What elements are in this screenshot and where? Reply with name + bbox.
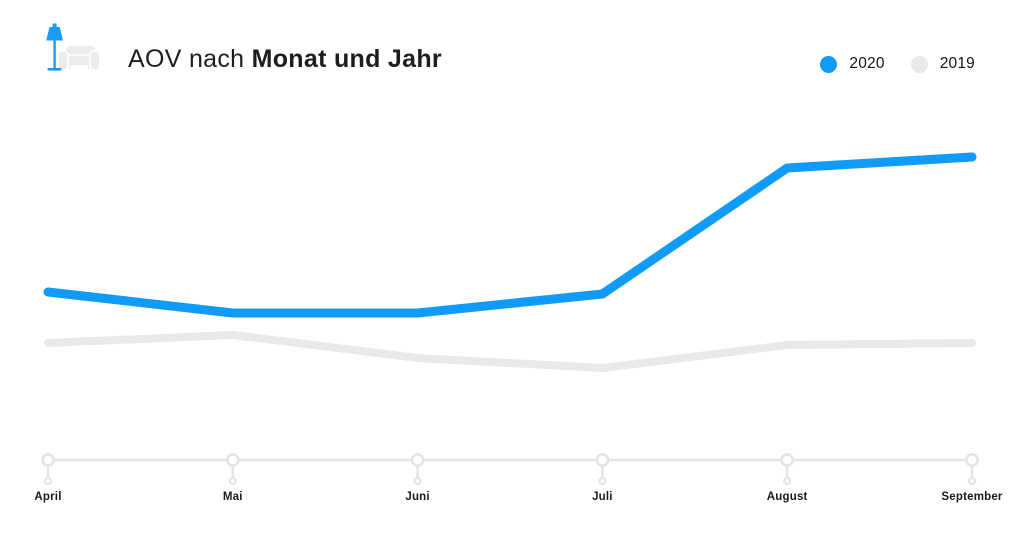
legend-item-2020[interactable]: 2020 [820, 55, 885, 73]
x-tick-small-ring-icon [228, 476, 237, 486]
x-tick-small-ring-icon [598, 476, 607, 486]
x-tick-ring-icon [410, 453, 425, 467]
legend-label-2019: 2019 [939, 55, 975, 72]
legend-label-2020: 2020 [849, 55, 885, 72]
x-tick-ring-icon [225, 453, 240, 467]
x-tick-label: September [941, 491, 1003, 503]
page-title-bold: Monat und Jahr [251, 45, 442, 73]
sofa-icon [57, 44, 101, 71]
series-line-2019 [44, 331, 976, 372]
x-tick-small-ring-icon [43, 476, 53, 486]
x-tick-ring-icon [41, 453, 55, 467]
legend-dot-2020-icon [820, 55, 838, 73]
page-title-regular: AOV nach [128, 45, 245, 73]
legend-dot-2019-icon [910, 55, 928, 73]
x-tick-label: Mai [223, 491, 243, 503]
lamp-icon [46, 23, 63, 71]
x-tick-label: August [767, 491, 808, 503]
company-logo [46, 23, 101, 71]
x-tick-label: April [34, 491, 61, 503]
x-tick-ring-icon [965, 453, 979, 467]
x-tick-label: Juli [592, 491, 613, 503]
x-tick-ring-icon [780, 453, 795, 467]
x-tick-small-ring-icon [413, 476, 422, 486]
page-title: AOV nach Monat und Jahr [128, 45, 442, 74]
legend-item-2019[interactable]: 2019 [910, 55, 975, 73]
x-tick-label: Juni [405, 491, 429, 503]
x-tick-small-ring-icon [967, 476, 977, 486]
x-tick-small-ring-icon [783, 476, 792, 486]
chart-legend: 2020 2019 [820, 55, 975, 73]
x-tick-ring-icon [595, 453, 610, 467]
series-line-2020 [43, 152, 977, 318]
